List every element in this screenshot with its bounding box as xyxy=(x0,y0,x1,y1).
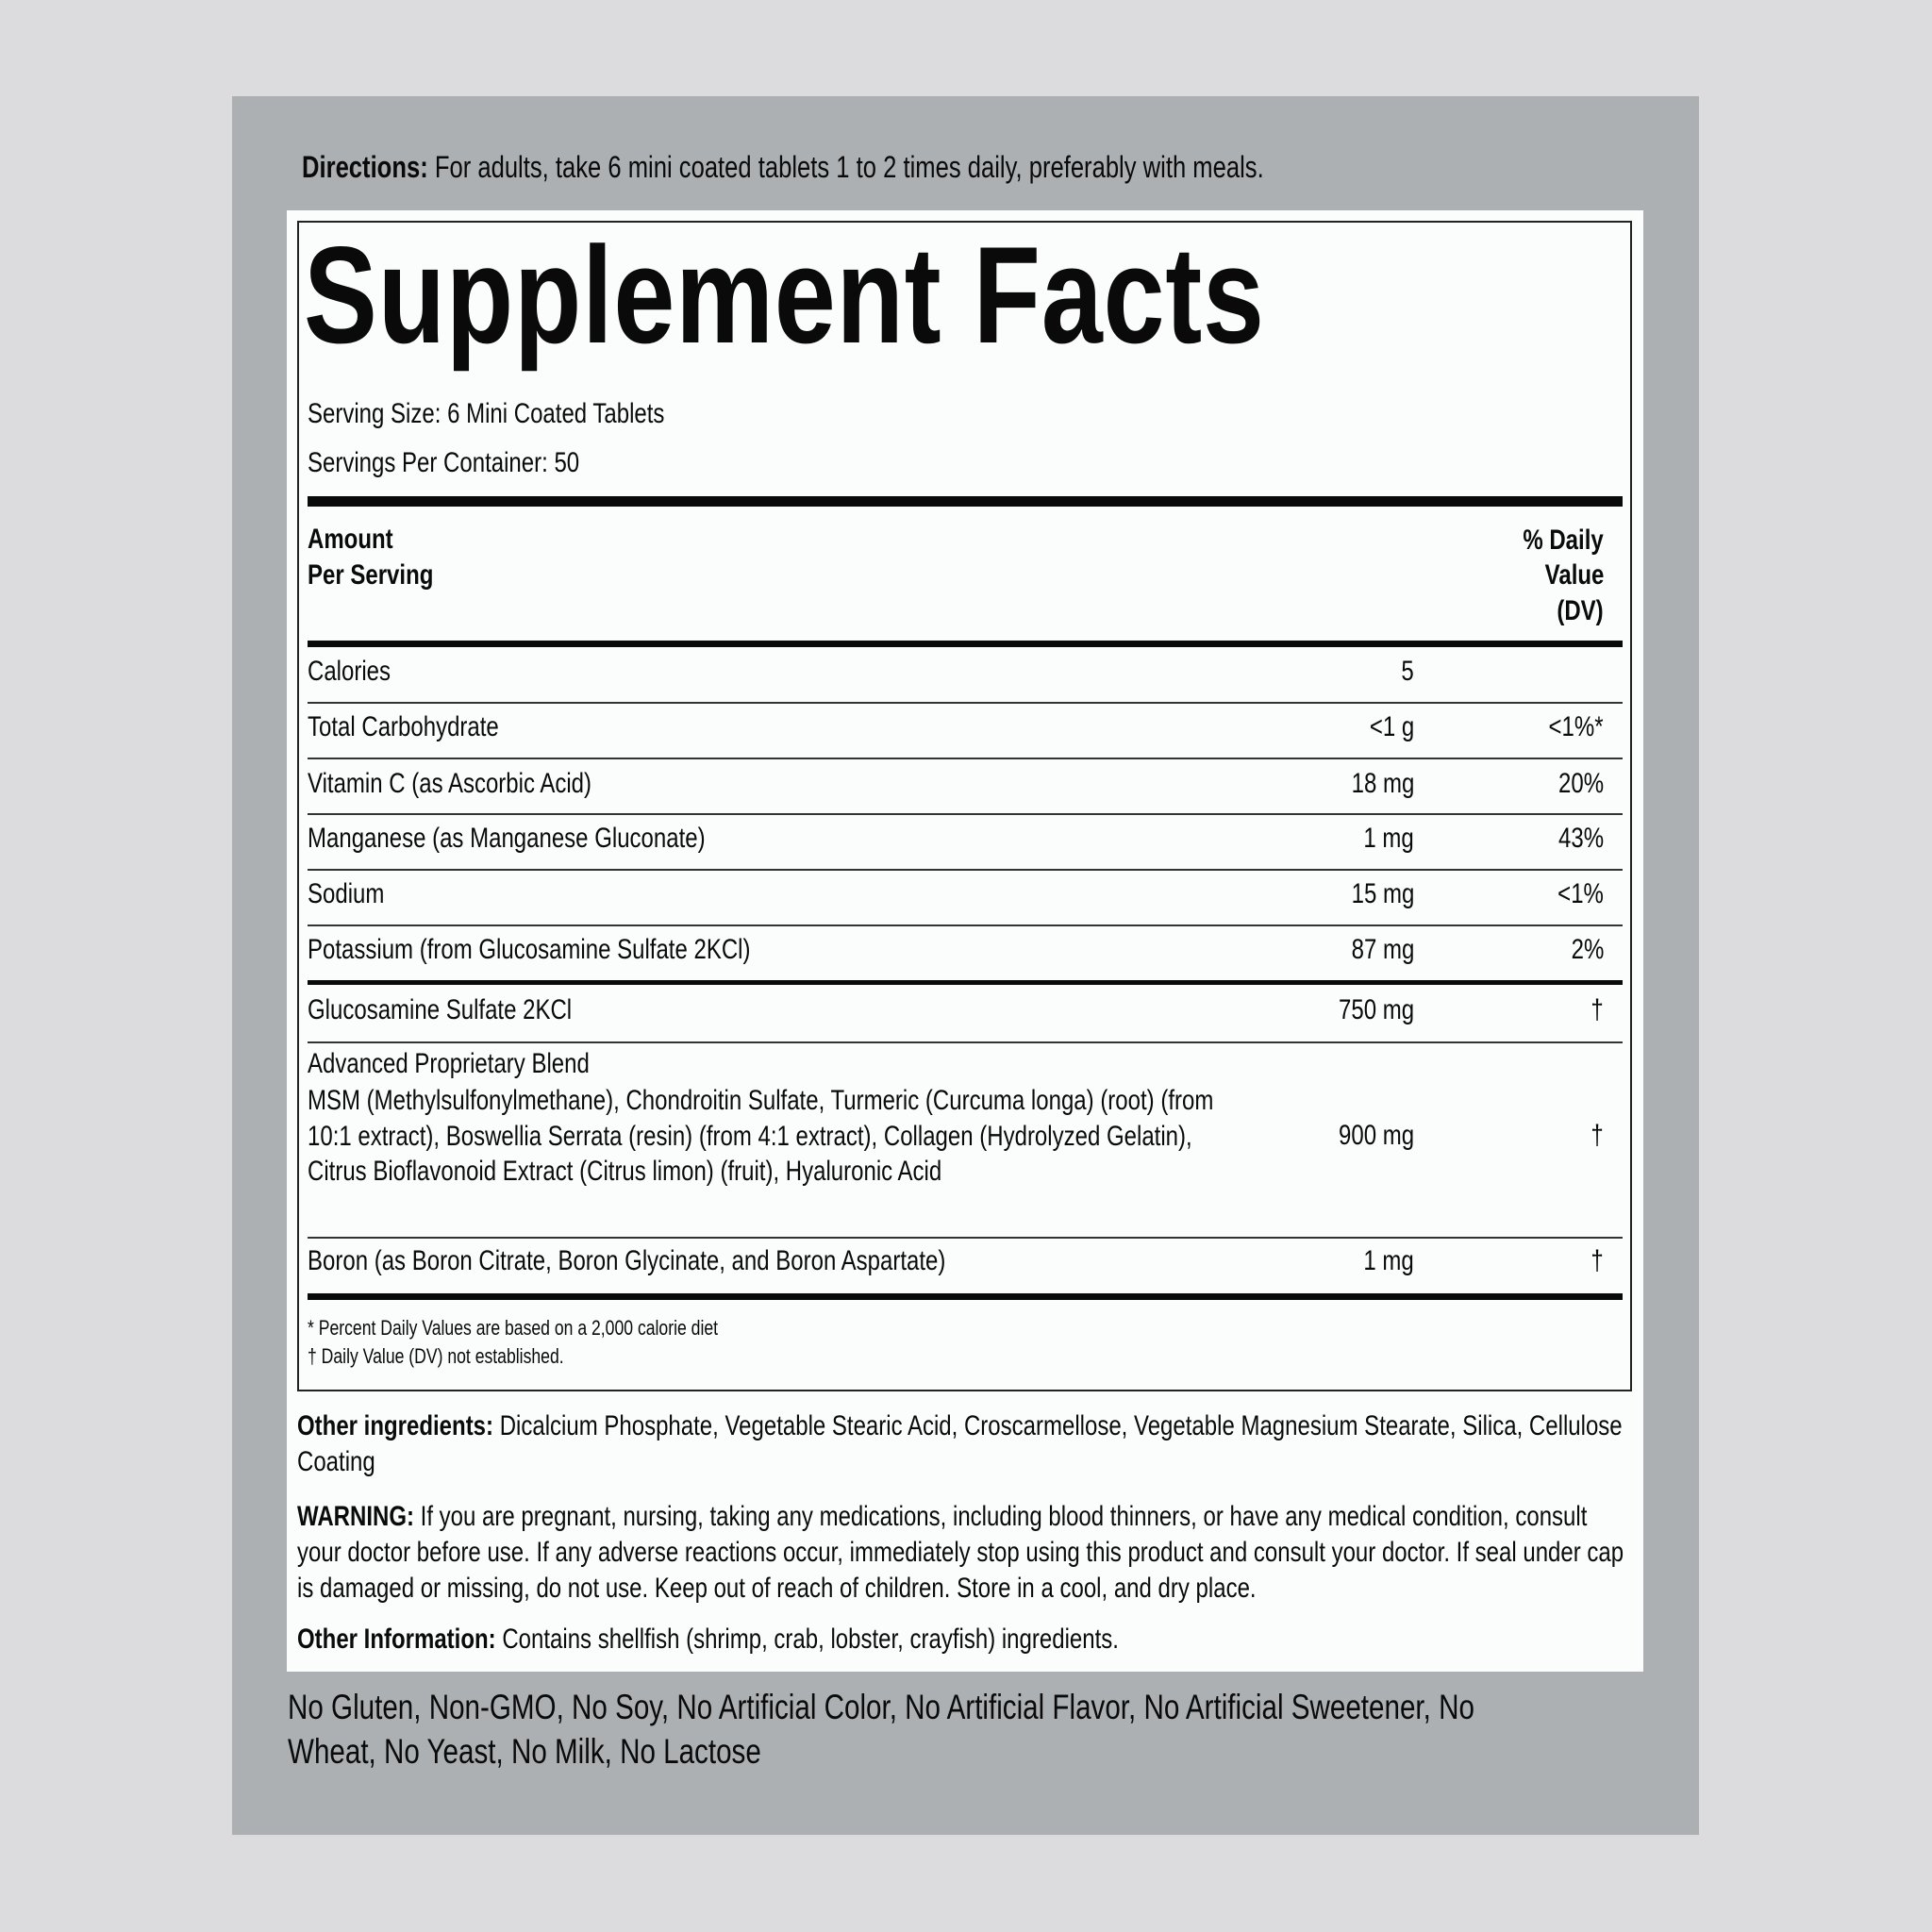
thick-divider xyxy=(308,1293,1623,1300)
nutrient-name: Calories xyxy=(308,656,391,687)
nutrient-dv: <1% xyxy=(1557,878,1604,909)
other-information-label: Other Information: xyxy=(297,1624,496,1655)
nutrient-amount: 1 mg xyxy=(1363,823,1414,854)
ingredient-name: Glucosamine Sulfate 2KCl xyxy=(308,994,573,1025)
blend-ingredients: MSM (Methylsulfonylmethane), Chondroitin… xyxy=(308,1085,1214,1187)
warning-text: If you are pregnant, nursing, taking any… xyxy=(297,1501,1624,1604)
warning: WARNING: If you are pregnant, nursing, t… xyxy=(297,1499,1625,1607)
other-ingredients-label: Other ingredients: xyxy=(297,1410,494,1441)
dv-header-line3: (DV) xyxy=(1557,595,1604,626)
blend-name: Advanced Proprietary Blend xyxy=(308,1048,590,1079)
footnote-percent-dv: * Percent Daily Values are based on a 2,… xyxy=(308,1316,719,1340)
row-divider xyxy=(308,924,1623,926)
footnote-dv-not-established: † Daily Value (DV) not established. xyxy=(308,1344,564,1368)
row-divider xyxy=(308,1041,1623,1043)
row-divider xyxy=(308,813,1623,815)
amount-header-line2: Per Serving xyxy=(308,559,434,591)
nutrient-name: Manganese (as Manganese Gluconate) xyxy=(308,823,706,854)
nutrient-amount: <1 g xyxy=(1369,711,1414,742)
warning-label: WARNING: xyxy=(297,1501,414,1532)
free-from-claims: No Gluten, Non-GMO, No Soy, No Artificia… xyxy=(288,1688,1474,1771)
nutrient-amount: 5 xyxy=(1401,656,1414,687)
nutrient-dv: <1%* xyxy=(1548,711,1604,742)
row-divider xyxy=(308,869,1623,871)
servings-per-container: Servings Per Container: 50 xyxy=(308,447,580,478)
nutrient-name: Vitamin C (as Ascorbic Acid) xyxy=(308,768,591,799)
ingredient-amount: 750 mg xyxy=(1338,994,1414,1025)
nutrient-amount: 87 mg xyxy=(1351,934,1414,965)
ingredient-dv: † xyxy=(1591,994,1604,1025)
dv-header-line2: Value xyxy=(1544,559,1604,591)
page-title: Supplement Facts xyxy=(304,218,1265,372)
dv-header-line1: % Daily xyxy=(1523,525,1604,556)
ingredient-name: Boron (as Boron Citrate, Boron Glycinate… xyxy=(308,1245,946,1276)
nutrient-name: Sodium xyxy=(308,878,385,909)
other-information-text: Contains shellfish (shrimp, crab, lobste… xyxy=(495,1624,1119,1655)
nutrient-name: Potassium (from Glucosamine Sulfate 2KCl… xyxy=(308,934,751,965)
amount-header-line1: Amount xyxy=(308,524,393,555)
other-ingredients-text: Dicalcium Phosphate, Vegetable Stearic A… xyxy=(297,1410,1623,1477)
row-divider xyxy=(308,1237,1623,1239)
directions-label: Directions: xyxy=(302,150,428,184)
thick-divider xyxy=(308,980,1623,985)
nutrient-dv: 20% xyxy=(1557,768,1604,799)
nutrient-dv: 43% xyxy=(1557,823,1604,854)
label-white-area xyxy=(287,210,1643,1672)
other-information: Other Information: Contains shellfish (s… xyxy=(297,1622,1119,1657)
supplement-facts-box xyxy=(297,221,1632,1391)
ingredient-amount: 1 mg xyxy=(1363,1245,1414,1276)
nutrient-amount: 18 mg xyxy=(1351,768,1414,799)
nutrient-amount: 15 mg xyxy=(1351,878,1414,909)
other-ingredients: Other ingredients: Dicalcium Phosphate, … xyxy=(297,1408,1633,1480)
blend-dv: † xyxy=(1591,1120,1604,1151)
serving-size: Serving Size: 6 Mini Coated Tablets xyxy=(308,398,665,429)
nutrient-name: Total Carbohydrate xyxy=(308,711,499,742)
directions-text: For adults, take 6 mini coated tablets 1… xyxy=(427,150,1264,184)
nutrient-dv: 2% xyxy=(1571,934,1604,965)
blend-amount: 900 mg xyxy=(1338,1120,1414,1151)
row-divider xyxy=(308,758,1623,759)
row-divider xyxy=(308,702,1623,704)
ingredient-dv: † xyxy=(1591,1245,1604,1276)
thick-divider xyxy=(308,496,1623,507)
directions: Directions: For adults, take 6 mini coat… xyxy=(302,149,1264,185)
thick-divider xyxy=(308,641,1623,647)
